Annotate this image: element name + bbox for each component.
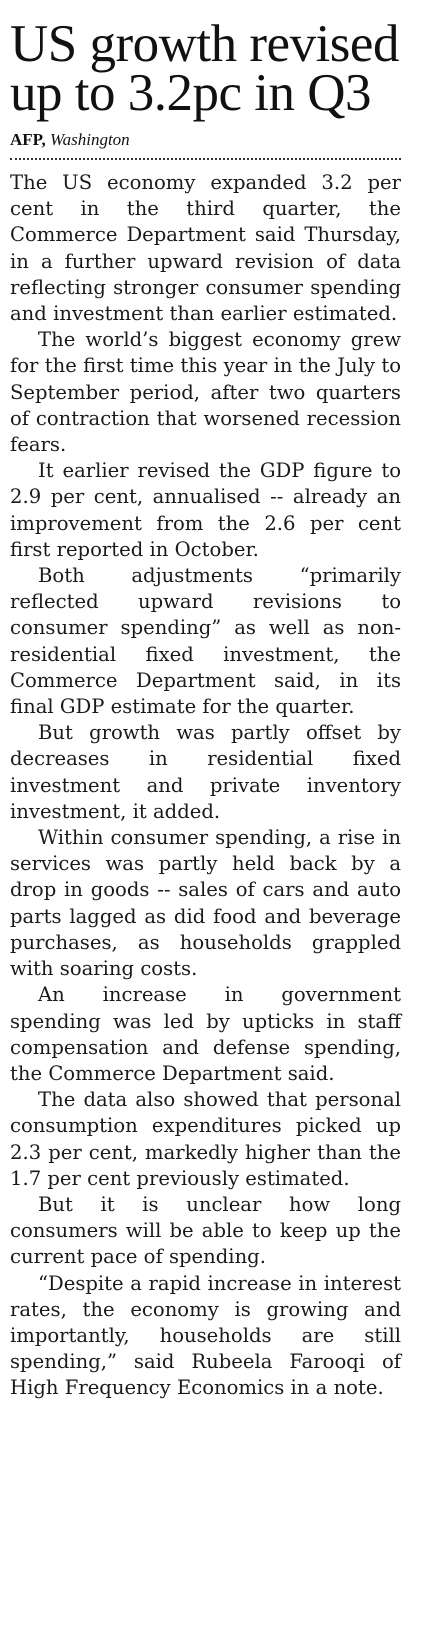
article-paragraph: But it is unclear how long consumers wil… xyxy=(10,1192,401,1269)
article-paragraph: Within consumer spending, a rise in serv… xyxy=(10,826,401,981)
article-byline: AFP, Washington xyxy=(10,130,401,150)
article-paragraph: Both adjustments “primarily reflected up… xyxy=(10,564,401,719)
article-headline: US growth revised up to 3.2pc in Q3 xyxy=(10,15,399,122)
article-paragraph: The world’s biggest economy grew for the… xyxy=(10,328,401,457)
article-paragraph: “Despite a rapid increase in interest ra… xyxy=(10,1271,401,1400)
byline-dateline: Washington xyxy=(50,130,130,149)
article-paragraph: But growth was partly offset by decrease… xyxy=(10,721,401,823)
article-paragraph: The data also showed that personal consu… xyxy=(10,1088,401,1190)
dotted-divider xyxy=(10,158,401,160)
news-article: US growth revised up to 3.2pc in Q3 AFP,… xyxy=(10,0,401,1402)
article-paragraph: An increase in government spending was l… xyxy=(10,983,401,1085)
article-paragraph: It earlier revised the GDP figure to 2.9… xyxy=(10,459,401,561)
article-body: The US economy expanded 3.2 per cent in … xyxy=(10,170,401,1402)
article-paragraph: The US economy expanded 3.2 per cent in … xyxy=(10,171,401,326)
byline-agency: AFP, xyxy=(10,130,46,149)
